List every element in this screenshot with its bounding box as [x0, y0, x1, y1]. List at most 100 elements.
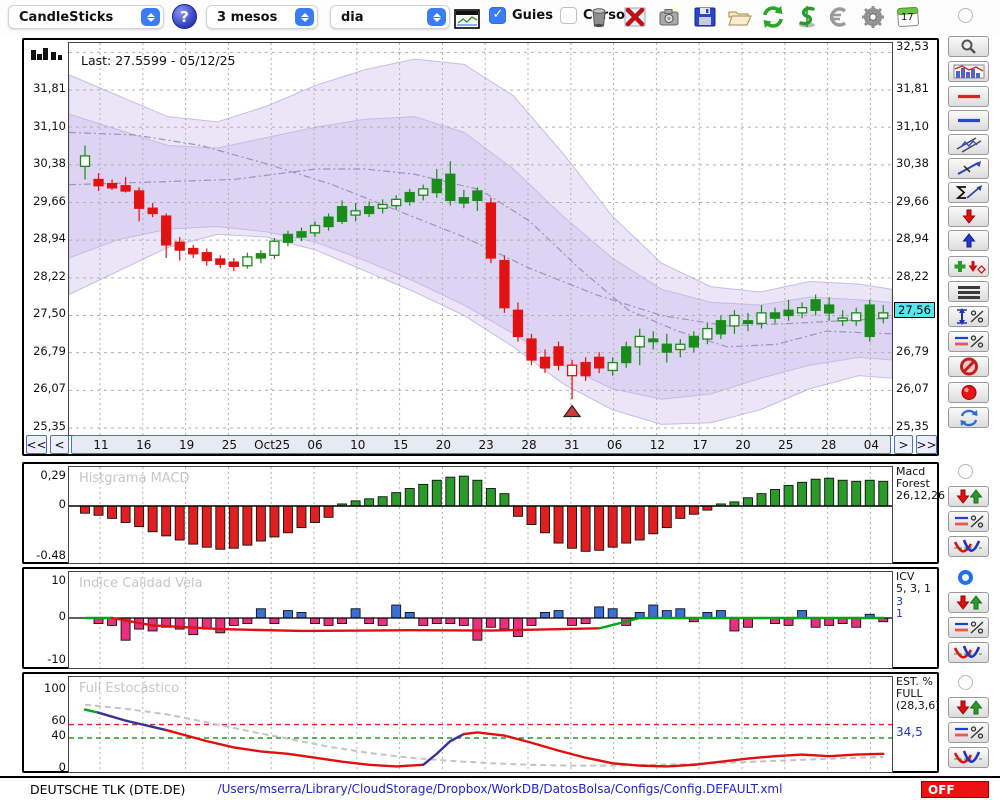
calendar-button[interactable]: 17	[893, 3, 923, 31]
floppy-save-icon	[694, 7, 716, 27]
tool-record-button[interactable]	[948, 382, 989, 403]
macd-plot-area[interactable]: Histgrama MACD	[68, 466, 893, 564]
price-axis-label: 26,07	[33, 381, 66, 396]
icv-panel: Indice Calidad Vela 10 0 -10 ICV 5, 3, 1…	[22, 567, 939, 669]
icv-yzero-label: 0	[58, 609, 66, 623]
sync-currency-button[interactable]	[792, 3, 822, 31]
percent-lines-icon	[954, 515, 983, 528]
main-plot-area[interactable]: Last: 27.5599 - 05/12/25	[68, 42, 893, 436]
nav-next-button[interactable]: >	[894, 435, 913, 454]
macd-panel-radio[interactable]	[958, 464, 973, 479]
status-bar: DEUTSCHE TLK (DTE.DE) /Users/mserra/Libr…	[0, 776, 1000, 799]
price-axis-label: 31,10	[896, 118, 929, 133]
price-axis-label: 26,79	[33, 343, 66, 358]
tool-blue-line-button[interactable]	[948, 110, 989, 131]
config-path-link[interactable]: /Users/mserra/Library/CloudStorage/Dropb…	[217, 782, 783, 796]
tool-lines-percent-button[interactable]	[948, 331, 989, 352]
toolbar-radio[interactable]	[958, 8, 973, 23]
snapshot-button[interactable]	[654, 3, 684, 31]
price-axis-label: 29,66	[33, 193, 66, 208]
percent-lines-icon	[954, 621, 983, 634]
last-price-label: Last: 27.5599 - 05/12/25	[81, 53, 236, 68]
refresh-icon	[763, 6, 783, 28]
macd-ymin-label: -0.48	[36, 548, 66, 562]
icv-percent-lines-button[interactable]	[948, 617, 989, 638]
tool-refresh-blue-button[interactable]	[948, 407, 989, 428]
macd-signals-button[interactable]	[948, 486, 989, 507]
tool-trendline-button[interactable]	[948, 158, 989, 179]
up-down-signals-icon	[955, 700, 983, 715]
cursor-checkbox[interactable]	[560, 7, 577, 24]
tool-disable-button[interactable]	[948, 356, 989, 377]
date-axis-label: 20	[435, 438, 452, 452]
price-axis-label: 27,50	[33, 306, 66, 321]
help-label: ?	[180, 7, 189, 26]
date-axis-label: 20	[735, 438, 751, 452]
icv-curves-button[interactable]	[948, 642, 989, 663]
nav-next-fast-button[interactable]: >>	[916, 435, 937, 454]
stoch-axis-label: 40	[51, 728, 66, 743]
icv-ymax-label: 10	[51, 573, 66, 587]
price-axis-label: 26,79	[896, 343, 929, 358]
stoch-name-label: EST. % FULL (28,3,6)	[896, 675, 940, 712]
off-toggle-button[interactable]: OFF	[921, 781, 989, 798]
sum-trendline-icon	[955, 185, 982, 199]
refresh-button[interactable]	[758, 3, 788, 31]
price-axis-label: 31,81	[896, 81, 929, 95]
date-axis-label: 06	[307, 438, 323, 452]
date-axis-strip[interactable]: 11 16 19 25 Oct25 06 10 15 20 23 28 31 06 12 17 20 25 28 0…	[71, 435, 891, 454]
tool-arrow-down-button[interactable]	[948, 206, 989, 227]
settings-button[interactable]	[858, 3, 888, 31]
tool-channel-button[interactable]	[948, 134, 989, 155]
tool-zoom-button[interactable]	[948, 36, 989, 57]
stoch-percent-lines-button[interactable]	[948, 722, 989, 743]
crossing-curves-icon	[953, 750, 984, 764]
tool-arrow-up-button[interactable]	[948, 230, 989, 251]
delete-button[interactable]	[620, 3, 650, 31]
crossing-curves-icon	[953, 645, 984, 659]
calendar-day-label: 17	[901, 12, 914, 23]
price-axis-label: 30,38	[33, 156, 66, 171]
current-price-tag: 27,56	[894, 302, 935, 319]
icv-signals-button[interactable]	[948, 592, 989, 613]
list-icon	[957, 286, 980, 299]
icv-plot-area[interactable]: Indice Calidad Vela	[68, 571, 893, 669]
mini-chart-window-button[interactable]	[452, 5, 482, 33]
trash-icon	[592, 8, 606, 28]
tool-price-chart-button[interactable]	[948, 61, 989, 82]
stoch-panel: Full Estocástico 100 60 40 0 EST. % FULL (2…	[22, 672, 940, 774]
trash-button[interactable]	[584, 3, 614, 31]
date-axis-label: 06	[606, 438, 623, 452]
chart-type-dropdown[interactable]: CandleSticks	[8, 5, 164, 29]
mini-chart-window-icon	[454, 9, 480, 29]
interval-dropdown[interactable]: dia	[330, 5, 450, 29]
camera-icon	[659, 6, 679, 26]
open-button[interactable]	[724, 3, 754, 31]
tool-vertical-percent-button[interactable]	[948, 306, 989, 327]
tool-add-signals-button[interactable]	[948, 256, 989, 277]
period-dropdown[interactable]: 3 mesos	[206, 5, 318, 29]
macd-percent-lines-button[interactable]	[948, 511, 989, 532]
icv-panel-radio[interactable]	[958, 570, 973, 585]
symbol-label: DEUTSCHE TLK (DTE.DE)	[30, 782, 186, 797]
save-button[interactable]	[690, 3, 720, 31]
euro-button[interactable]	[824, 3, 854, 31]
help-button[interactable]: ?	[172, 4, 197, 29]
tool-red-line-button[interactable]	[948, 86, 989, 107]
tool-sum-trend-button[interactable]	[948, 182, 989, 203]
date-axis-label: 25	[778, 438, 794, 452]
price-axis-label: 28,94	[33, 231, 66, 246]
date-axis-label: 23	[478, 438, 494, 452]
stoch-plot-area[interactable]: Full Estocástico	[68, 676, 893, 773]
guies-checkbox[interactable]	[489, 7, 506, 24]
date-axis-label: 17	[692, 438, 708, 452]
tool-list-button[interactable]	[948, 281, 989, 302]
stoch-panel-radio[interactable]	[958, 675, 973, 690]
stoch-curves-button[interactable]	[948, 747, 989, 768]
nav-prev-fast-button[interactable]: <<	[26, 435, 47, 454]
macd-curves-button[interactable]	[948, 536, 989, 557]
nav-prev-button[interactable]: <	[50, 435, 69, 454]
icv-values-label: 3 1	[896, 595, 903, 620]
stoch-signals-button[interactable]	[948, 697, 989, 718]
date-axis-label: 31	[564, 438, 580, 452]
